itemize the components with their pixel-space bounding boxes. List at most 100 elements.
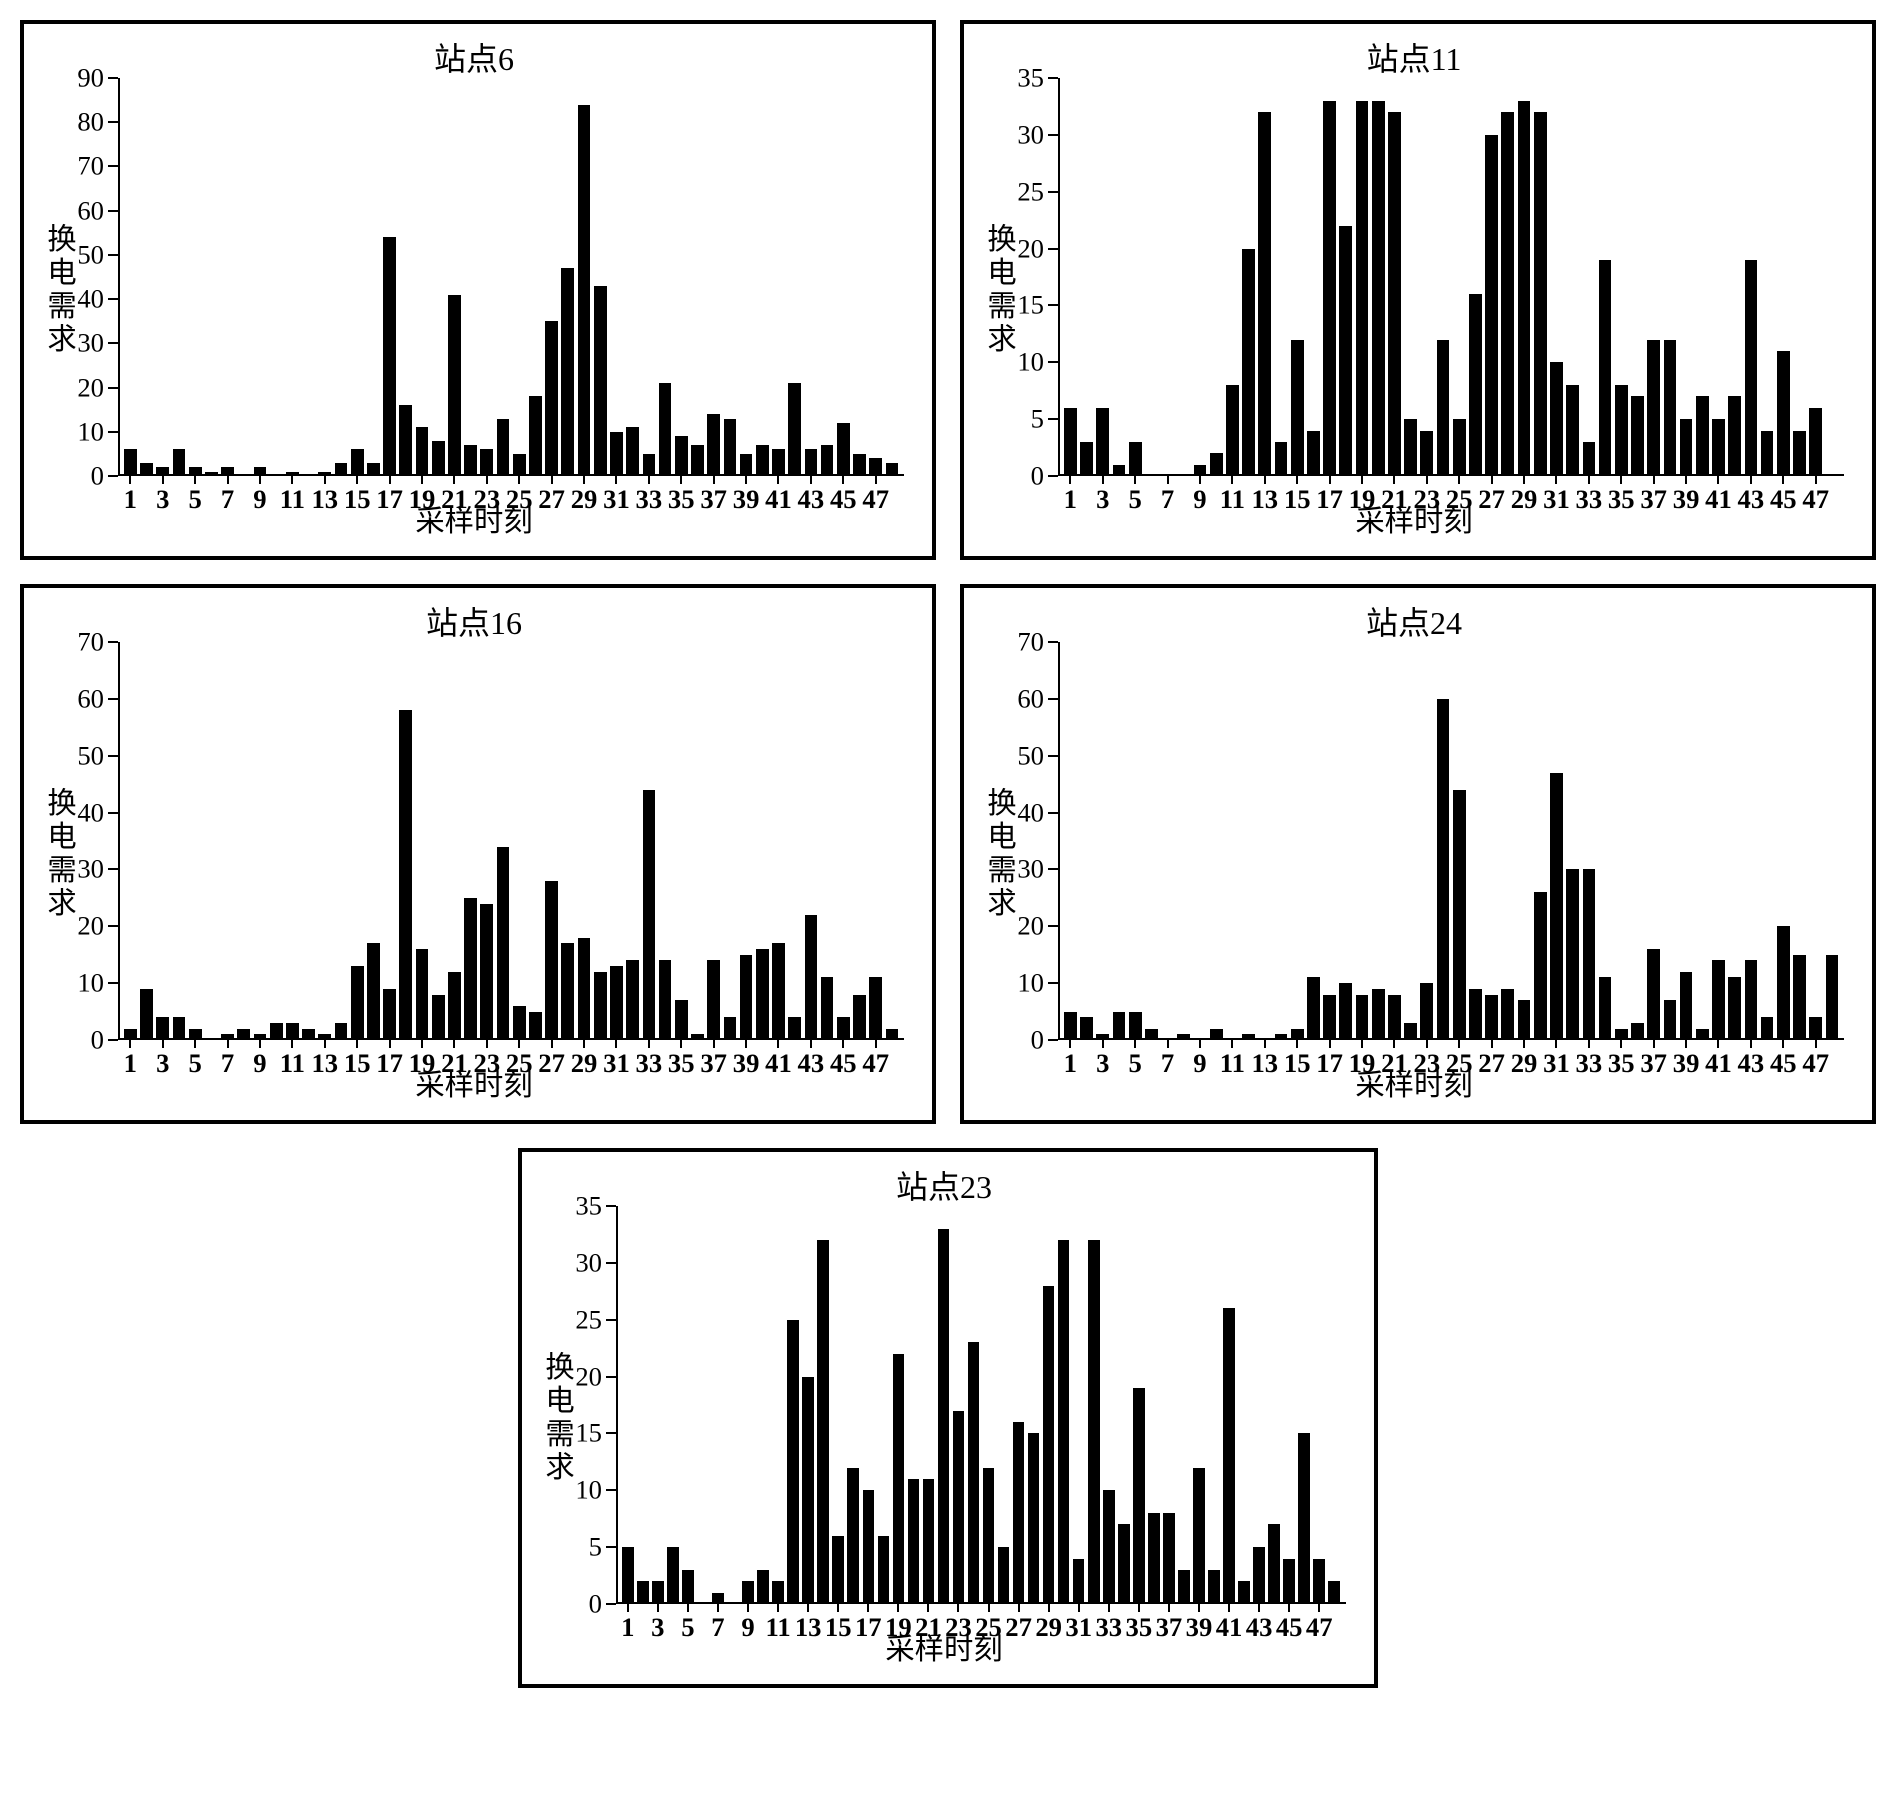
y-tick-label: 15 <box>1017 290 1058 321</box>
bar <box>1080 442 1093 476</box>
x-tick-mark <box>551 1040 553 1048</box>
y-tick-label: 50 <box>77 740 118 771</box>
bar <box>189 467 202 476</box>
panel-station16: 站点16换电需求01020304050607013579111315171921… <box>20 584 936 1124</box>
bar <box>1113 465 1126 476</box>
y-tick-label: 40 <box>77 797 118 828</box>
x-tick-mark <box>227 476 229 484</box>
x-tick-mark <box>1199 1040 1201 1048</box>
bar <box>724 1017 737 1040</box>
bar <box>1194 465 1207 476</box>
bar <box>853 454 866 476</box>
bar <box>610 966 623 1040</box>
y-tick-label: 5 <box>1031 404 1058 435</box>
bar <box>1238 1581 1250 1604</box>
bar <box>805 449 818 476</box>
panel-station11: 站点11换电需求05101520253035135791113151719212… <box>960 20 1876 560</box>
bar <box>667 1547 679 1604</box>
y-tick-label: 60 <box>77 195 118 226</box>
x-tick-mark <box>1168 1604 1170 1612</box>
bar <box>351 966 364 1040</box>
bar <box>1013 1422 1025 1604</box>
bar <box>335 1023 348 1040</box>
bar <box>480 904 493 1040</box>
x-tick-mark <box>486 476 488 484</box>
y-tick-label: 25 <box>575 1304 616 1335</box>
y-tick-label: 0 <box>1031 461 1058 492</box>
bar <box>878 1536 890 1604</box>
bar <box>1323 101 1336 476</box>
bar <box>1058 1240 1070 1604</box>
bar <box>832 1536 844 1604</box>
x-tick-mark <box>810 476 812 484</box>
x-tick-mark <box>1620 476 1622 484</box>
bar <box>594 972 607 1040</box>
bar <box>1696 396 1709 476</box>
bar <box>938 1229 950 1604</box>
panel-station6: 站点6换电需求010203040506070809013579111315171… <box>20 20 936 560</box>
bar <box>1372 101 1385 476</box>
y-tick-label: 40 <box>77 284 118 315</box>
x-axis-label: 采样时刻 <box>974 1062 1854 1104</box>
bar <box>1193 1468 1205 1604</box>
x-tick-mark <box>1555 1040 1557 1048</box>
bar <box>821 977 834 1040</box>
y-tick-label: 0 <box>91 461 118 492</box>
bar <box>610 432 623 476</box>
bar <box>1583 869 1596 1040</box>
bar <box>1469 294 1482 476</box>
x-tick-mark <box>957 1604 959 1612</box>
y-tick-label: 10 <box>1017 347 1058 378</box>
x-tick-mark <box>1523 1040 1525 1048</box>
x-tick-mark <box>1782 1040 1784 1048</box>
x-tick-mark <box>194 1040 196 1048</box>
x-tick-mark <box>1588 476 1590 484</box>
bar <box>1356 101 1369 476</box>
x-tick-mark <box>1231 1040 1233 1048</box>
bar <box>1298 1433 1310 1604</box>
x-tick-mark <box>1491 476 1493 484</box>
bars-container <box>1058 78 1844 476</box>
x-tick-mark <box>687 1604 689 1612</box>
y-tick-label: 35 <box>575 1191 616 1222</box>
bar <box>1566 869 1579 1040</box>
bar <box>1583 442 1596 476</box>
bar <box>787 1320 799 1604</box>
x-tick-mark <box>1296 1040 1298 1048</box>
bar <box>1210 1029 1223 1040</box>
x-tick-mark <box>648 476 650 484</box>
bar <box>1291 340 1304 476</box>
bar <box>1437 699 1450 1040</box>
x-tick-mark <box>1426 476 1428 484</box>
x-tick-mark <box>291 1040 293 1048</box>
bar <box>756 445 769 476</box>
chart-wrap: 站点23换电需求05101520253035135791113151719212… <box>532 1162 1356 1674</box>
bar <box>464 898 477 1040</box>
x-tick-mark <box>988 1604 990 1612</box>
bar <box>998 1547 1010 1604</box>
panel-station24: 站点24换电需求01020304050607013579111315171921… <box>960 584 1876 1124</box>
bar <box>869 977 882 1040</box>
chart-wrap: 站点6换电需求010203040506070809013579111315171… <box>34 34 914 546</box>
bar <box>270 1023 283 1040</box>
x-tick-mark <box>1329 476 1331 484</box>
bar <box>1208 1570 1220 1604</box>
bar <box>1761 431 1774 476</box>
y-tick-label: 35 <box>1017 63 1058 94</box>
x-tick-mark <box>1296 476 1298 484</box>
bar <box>1469 989 1482 1040</box>
x-tick-mark <box>1138 1604 1140 1612</box>
x-tick-mark <box>1102 476 1104 484</box>
bar <box>953 1411 965 1604</box>
x-tick-mark <box>648 1040 650 1048</box>
x-tick-mark <box>1815 1040 1817 1048</box>
bar <box>659 960 672 1040</box>
chart-row-3: 站点23换电需求05101520253035135791113151719212… <box>20 1148 1876 1688</box>
bar <box>626 427 639 476</box>
x-tick-mark <box>1198 1604 1200 1612</box>
x-tick-mark <box>1815 476 1817 484</box>
bars-container <box>616 1206 1346 1604</box>
x-tick-mark <box>1288 1604 1290 1612</box>
bar <box>140 989 153 1040</box>
chart-grid: 站点6换电需求010203040506070809013579111315171… <box>20 20 1876 1688</box>
